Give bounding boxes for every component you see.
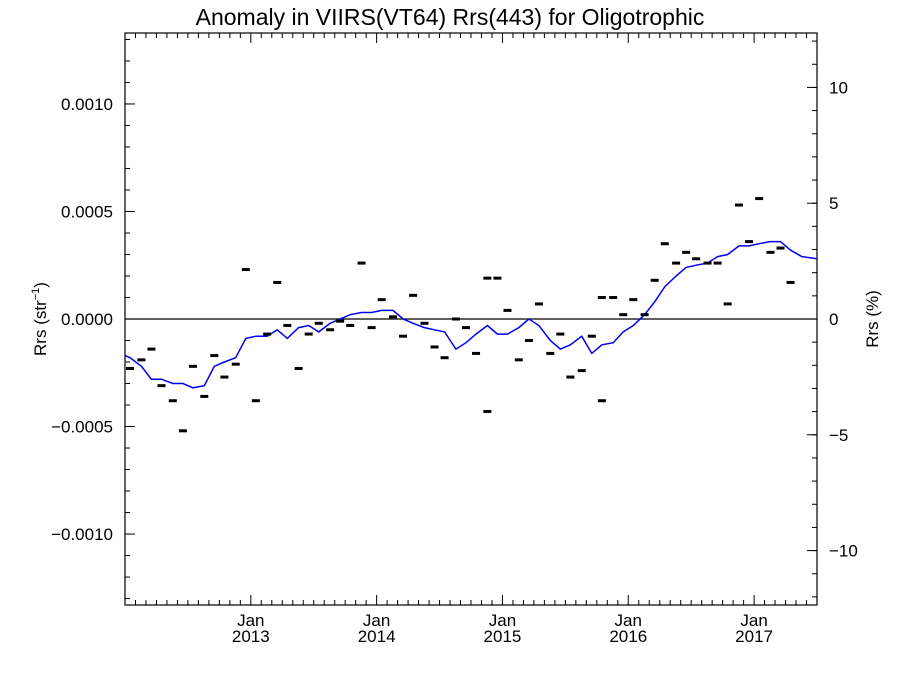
anomaly-marker xyxy=(157,384,166,388)
anomaly-marker xyxy=(168,399,177,403)
x-tick-month: Jan xyxy=(237,611,264,630)
anomaly-marker xyxy=(178,429,187,433)
anomaly-marker xyxy=(786,280,795,284)
anomaly-marker xyxy=(241,268,250,272)
y-axis-label-left-close: ) xyxy=(31,282,50,288)
anomaly-marker xyxy=(640,313,649,317)
anomaly-marker xyxy=(326,328,335,332)
x-tick-year: 2017 xyxy=(735,627,773,646)
left-tick-label: 0.0005 xyxy=(61,202,113,221)
chart-title: Anomaly in VIIRS(VT64) Rrs(443) for Olig… xyxy=(195,4,705,30)
anomaly-marker xyxy=(703,261,712,265)
anomaly-marker xyxy=(577,369,586,373)
anomaly-marker xyxy=(200,394,209,398)
anomaly-marker xyxy=(440,356,449,360)
anomaly-marker xyxy=(514,358,523,362)
anomaly-marker xyxy=(210,354,219,358)
anomaly-marker xyxy=(336,319,345,323)
y-axis-label-left-text: Rrs (str xyxy=(31,300,50,356)
anomaly-marker xyxy=(587,334,596,338)
anomaly-marker xyxy=(388,315,397,319)
right-tick-label: 0 xyxy=(829,310,838,329)
anomaly-marker xyxy=(357,261,366,265)
anomaly-marker xyxy=(723,302,732,306)
left-tick-label: 0.0000 xyxy=(61,310,113,329)
anomaly-marker xyxy=(734,203,743,207)
left-tick-label: −0.0010 xyxy=(51,525,113,544)
anomaly-marker xyxy=(451,317,460,321)
anomaly-marker xyxy=(755,197,764,201)
anomaly-marker xyxy=(472,351,481,355)
anomaly-marker xyxy=(672,261,681,265)
x-tick-month: Jan xyxy=(489,611,516,630)
anomaly-marker xyxy=(503,308,512,312)
x-tick-year: 2013 xyxy=(232,627,270,646)
anomaly-marker xyxy=(294,366,303,370)
anomaly-marker xyxy=(283,323,292,327)
anomaly-marker xyxy=(766,250,775,254)
anomaly-marker xyxy=(566,375,575,379)
y-axis-label-left: Rrs (str−1) xyxy=(30,282,50,356)
anomaly-markers xyxy=(126,197,795,433)
anomaly-marker xyxy=(461,326,470,330)
anomaly-marker xyxy=(377,298,386,302)
anomaly-marker xyxy=(776,246,785,250)
anomaly-marker xyxy=(597,295,606,299)
anomaly-marker xyxy=(231,362,240,366)
x-tick-month: Jan xyxy=(363,611,390,630)
left-tick-label: −0.0005 xyxy=(51,418,113,437)
x-tick-year: 2014 xyxy=(358,627,396,646)
smoothed-anomaly-line xyxy=(124,240,818,389)
anomaly-marker xyxy=(126,366,135,370)
anomaly-marker xyxy=(346,323,355,327)
right-tick-label: −10 xyxy=(829,542,858,561)
anomaly-marker xyxy=(430,345,439,349)
anomaly-marker xyxy=(304,332,313,336)
anomaly-marker xyxy=(399,334,408,338)
anomaly-marker xyxy=(314,321,323,325)
x-tick-month: Jan xyxy=(615,611,642,630)
anomaly-marker xyxy=(745,240,754,244)
anomaly-marker xyxy=(713,261,722,265)
anomaly-marker xyxy=(546,351,555,355)
anomaly-marker xyxy=(409,293,418,297)
left-tick-label: 0.0010 xyxy=(61,95,113,114)
anomaly-marker xyxy=(609,295,618,299)
anomaly-marker xyxy=(493,276,502,280)
anomaly-marker xyxy=(367,326,376,330)
anomaly-marker xyxy=(619,313,628,317)
right-tick-label: −5 xyxy=(829,426,848,445)
anomaly-marker xyxy=(660,242,669,246)
anomaly-marker xyxy=(220,375,229,379)
anomaly-marker xyxy=(273,280,282,284)
anomaly-marker xyxy=(251,399,260,403)
anomaly-marker xyxy=(483,409,492,413)
anomaly-marker xyxy=(650,278,659,282)
right-tick-label: 10 xyxy=(829,78,848,97)
anomaly-marker xyxy=(597,399,606,403)
right-tick-label: 5 xyxy=(829,194,838,213)
anomaly-marker xyxy=(263,332,272,336)
anomaly-marker xyxy=(137,358,146,362)
x-tick-year: 2016 xyxy=(609,627,647,646)
y-axis-label-left-sup: −1 xyxy=(30,288,42,301)
anomaly-marker xyxy=(420,321,429,325)
anomaly-marker xyxy=(629,298,638,302)
x-tick-month: Jan xyxy=(740,611,767,630)
x-tick-year: 2015 xyxy=(484,627,522,646)
anomaly-marker xyxy=(556,332,565,336)
anomaly-marker xyxy=(534,302,543,306)
anomaly-marker xyxy=(692,257,701,261)
tick-labels: 0.0010 0.0005 0.0000 −0.0005 −0.0010 10 5 0 −5 −1… xyxy=(51,78,858,646)
anomaly-marker xyxy=(524,339,533,343)
anomaly-marker xyxy=(147,347,156,351)
anomaly-marker xyxy=(483,276,492,280)
anomaly-marker xyxy=(188,364,197,368)
y-axis-label-right: Rrs (%) xyxy=(863,290,882,348)
anomaly-marker xyxy=(682,250,691,254)
